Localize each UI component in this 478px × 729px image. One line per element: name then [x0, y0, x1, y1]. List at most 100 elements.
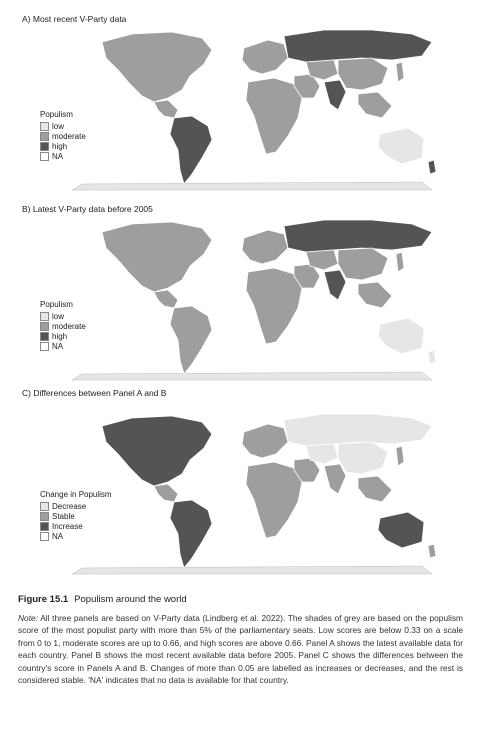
region-africa [245, 461, 303, 539]
region-australia [377, 317, 425, 355]
legend-label: low [52, 311, 65, 321]
region-southamerica [169, 499, 213, 569]
legend-swatch [40, 531, 49, 541]
legend-label: NA [52, 531, 64, 541]
legend-swatch [40, 131, 49, 141]
legend-label: Decrease [52, 501, 87, 511]
legend-swatch [40, 341, 49, 351]
region-northamerica [101, 31, 213, 103]
legend-item: Decrease [40, 501, 112, 511]
legend-swatch [40, 511, 49, 521]
figure-number: Figure 15.1 [18, 594, 69, 605]
region-centralasia [305, 249, 339, 271]
region-southasia [323, 269, 347, 301]
legend-label: Increase [52, 521, 83, 531]
region-nz [427, 543, 437, 559]
note-text: All three panels are based on V-Party da… [18, 613, 463, 686]
legend-swatch [40, 141, 49, 151]
region-russia [283, 413, 433, 447]
legend-title: Populism [40, 110, 73, 119]
legend-title: Change in Populism [40, 490, 112, 499]
legend-item: moderate [40, 321, 86, 331]
region-seasia [357, 281, 393, 309]
panel-a: A) Most recent V-Party data Populism low… [22, 14, 462, 192]
region-europe [241, 423, 289, 459]
region-africa [245, 267, 303, 345]
legend-swatch [40, 151, 49, 161]
map-legend: Populism low moderate high NA [40, 110, 86, 161]
legend-item: low [40, 121, 86, 131]
legend-label: moderate [52, 321, 86, 331]
region-southamerica [169, 305, 213, 375]
legend-item: Stable [40, 511, 112, 521]
region-centralamerica [153, 99, 179, 119]
region-japan [395, 445, 405, 467]
region-japan [395, 251, 405, 273]
region-northamerica [101, 221, 213, 293]
region-australia [377, 511, 425, 549]
region-china [337, 247, 389, 281]
panel-b: B) Latest V-Party data before 2005 Popul… [22, 204, 462, 382]
legend-item: Increase [40, 521, 112, 531]
region-nz [427, 159, 437, 175]
region-nz [427, 349, 437, 365]
region-china [337, 441, 389, 475]
region-centralasia [305, 443, 339, 465]
legend-title: Populism [40, 300, 73, 309]
panel-title: C) Differences between Panel A and B [22, 388, 167, 398]
legend-swatch [40, 331, 49, 341]
legend-item: high [40, 141, 86, 151]
map-legend: Populism low moderate high NA [40, 300, 86, 351]
region-africa [245, 77, 303, 155]
region-seasia [357, 475, 393, 503]
figure-note: Note: All three panels are based on V-Pa… [18, 612, 463, 686]
region-greenland [211, 215, 247, 241]
legend-item: NA [40, 341, 86, 351]
world-map [71, 25, 437, 191]
region-china [337, 57, 389, 91]
region-southamerica [169, 115, 213, 185]
legend-label: low [52, 121, 65, 131]
map-legend: Change in Populism Decrease Stable Increas… [40, 490, 112, 541]
region-northamerica [101, 415, 213, 487]
region-japan [395, 61, 405, 83]
legend-swatch [40, 321, 49, 331]
region-southasia [323, 463, 347, 495]
region-centralamerica [153, 289, 179, 309]
world-map [71, 215, 437, 381]
legend-swatch [40, 501, 49, 511]
legend-item: moderate [40, 131, 86, 141]
legend-item: high [40, 331, 86, 341]
legend-label: high [52, 331, 68, 341]
legend-label: high [52, 141, 68, 151]
region-australia [377, 127, 425, 165]
region-seasia [357, 91, 393, 119]
legend-label: NA [52, 151, 64, 161]
region-southasia [323, 79, 347, 111]
region-centralamerica [153, 483, 179, 503]
panel-title: A) Most recent V-Party data [22, 14, 127, 24]
legend-label: Stable [52, 511, 75, 521]
note-prefix: Note: [18, 613, 39, 623]
region-europe [241, 39, 289, 75]
region-russia [283, 29, 433, 63]
region-europe [241, 229, 289, 265]
region-greenland [211, 25, 247, 51]
region-greenland [211, 409, 247, 435]
panel-c: C) Differences between Panel A and B Cha… [22, 388, 462, 576]
legend-swatch [40, 121, 49, 131]
legend-item: NA [40, 531, 112, 541]
region-antarctica [71, 565, 433, 575]
panel-title: B) Latest V-Party data before 2005 [22, 204, 153, 214]
legend-item: low [40, 311, 86, 321]
legend-swatch [40, 521, 49, 531]
region-centralasia [305, 59, 339, 81]
figure-caption: Figure 15.1 Populism around the world [18, 594, 187, 605]
world-map [71, 409, 437, 575]
region-antarctica [71, 371, 433, 381]
region-antarctica [71, 181, 433, 191]
legend-label: moderate [52, 131, 86, 141]
region-russia [283, 219, 433, 253]
figure-title: Populism around the world [74, 594, 187, 605]
legend-item: NA [40, 151, 86, 161]
